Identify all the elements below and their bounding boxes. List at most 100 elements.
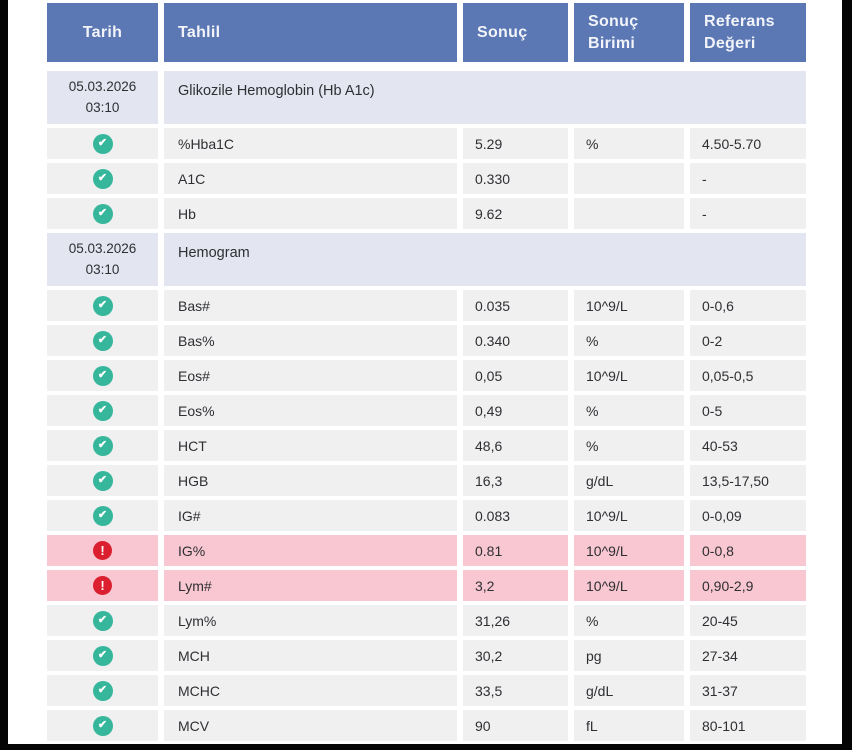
check-circle-icon: ✔ [92,505,113,526]
column-header-reference-range: Referans Değeri [690,3,806,62]
test-result: 0,49 [463,395,568,426]
reference-range: 0-2 [690,325,806,356]
check-circle-icon: ✔ [92,715,113,736]
table-row[interactable]: ✔ Bas% 0.340% 0-2 [47,325,806,356]
table-row[interactable]: ! IG% 0.81 10^9/L 0-0,8 [47,535,806,566]
alert-circle-icon: ! [93,541,112,560]
check-circle-icon: ✔ [92,295,113,316]
status-cell: ✔ [47,128,158,159]
reference-range: 0-5 [690,395,806,426]
status-cell: ✔ [47,198,158,229]
test-name: HCT [164,430,457,461]
reference-range: 40-53 [690,430,806,461]
status-cell: ✔ [47,395,158,426]
reference-range: 80-101 [690,710,806,741]
screen-frame-right [842,0,852,750]
table-row[interactable]: ✔ Lym% 31,26% 20-45 [47,605,806,636]
test-name: HGB [164,465,457,496]
test-result: 31,26 [463,605,568,636]
check-circle-icon: ✔ [92,435,113,456]
result-unit: 10^9/L [574,290,684,321]
reference-range: 4.50-5.70 [690,128,806,159]
result-unit: 10^9/L [574,500,684,531]
table-row[interactable]: ✔ MCV 90 fL 80-101 [47,710,806,741]
test-name: Bas% [164,325,457,356]
status-cell: ✔ [47,710,158,741]
check-circle-icon: ✔ [92,203,113,224]
table-row[interactable]: ✔ Eos% 0,49% 0-5 [47,395,806,426]
test-result: 0.035 [463,290,568,321]
table-row[interactable]: ✔ MCH 30,2 pg 27-34 [47,640,806,671]
result-unit: % [574,605,684,636]
test-result: 0.083 [463,500,568,531]
table-row[interactable]: ✔ Eos# 0,05 10^9/L 0,05-0,5 [47,360,806,391]
status-cell: ✔ [47,465,158,496]
test-name: %Hba1C [164,128,457,159]
test-name: MCH [164,640,457,671]
lab-results-table: Tarih Tahlil Sonuç Sonuç Birimi Referans… [47,3,806,745]
reference-range: 31-37 [690,675,806,706]
status-cell: ✔ [47,675,158,706]
reference-range: 0-0,8 [690,535,806,566]
test-name: IG% [164,535,457,566]
section-row: 05.03.2026 03:10 Glikozile Hemoglobin (Hb … [47,71,806,124]
status-cell: ✔ [47,325,158,356]
section-date-cell: 05.03.2026 03:10 [47,233,158,286]
test-result: 48,6 [463,430,568,461]
check-circle-icon: ✔ [92,610,113,631]
reference-range: - [690,163,806,194]
test-name: Lym# [164,570,457,601]
section-date: 05.03.2026 [68,79,137,95]
check-circle-icon: ✔ [92,680,113,701]
screen-frame-bottom [0,744,852,750]
section-row: 05.03.2026 03:10 Hemogram [47,233,806,286]
result-unit: pg [574,640,684,671]
table-row[interactable]: ✔ MCHC 33,5 g/dL 31-37 [47,675,806,706]
test-result: 0,05 [463,360,568,391]
test-result: 9.62 [463,198,568,229]
result-unit: % [574,430,684,461]
test-result: 0.330 [463,163,568,194]
table-row[interactable]: ✔ HCT 48,6% 40-53 [47,430,806,461]
check-circle-icon: ✔ [92,330,113,351]
table-row[interactable]: ✔ A1C 0.330 - [47,163,806,194]
table-row[interactable]: ! Lym# 3,2 10^9/L 0,90-2,9 [47,570,806,601]
reference-range: - [690,198,806,229]
result-unit: g/dL [574,675,684,706]
section-time: 03:10 [85,261,120,277]
test-result: 90 [463,710,568,741]
result-unit: % [574,128,684,159]
test-name: Bas# [164,290,457,321]
table-row[interactable]: ✔ %Hba1C 5.29% 4.50-5.70 [47,128,806,159]
status-cell: ✔ [47,290,158,321]
test-name: Hb [164,198,457,229]
status-cell: ✔ [47,430,158,461]
test-result: 0.340 [463,325,568,356]
status-cell: ! [47,570,158,601]
test-name: IG# [164,500,457,531]
check-circle-icon: ✔ [92,400,113,421]
table-row[interactable]: ✔ HGB 16,3 g/dL 13,5-17,50 [47,465,806,496]
column-header-test: Tahlil [164,3,457,62]
test-result: 5.29 [463,128,568,159]
section-date: 05.03.2026 [68,241,137,257]
reference-range: 0,90-2,9 [690,570,806,601]
status-cell: ✔ [47,360,158,391]
status-cell: ✔ [47,500,158,531]
result-unit: fL [574,710,684,741]
table-header-row: Tarih Tahlil Sonuç Sonuç Birimi Referans… [47,3,806,62]
check-circle-icon: ✔ [92,470,113,491]
table-row[interactable]: ✔ Hb 9.62 - [47,198,806,229]
reference-range: 13,5-17,50 [690,465,806,496]
table-row[interactable]: ✔ IG# 0.083 10^9/L 0-0,09 [47,500,806,531]
reference-range: 20-45 [690,605,806,636]
test-name: MCV [164,710,457,741]
result-unit: % [574,325,684,356]
test-name: Eos% [164,395,457,426]
table-row[interactable]: ✔ Bas# 0.035 10^9/L 0-0,6 [47,290,806,321]
test-result: 3,2 [463,570,568,601]
check-circle-icon: ✔ [92,365,113,386]
test-name: Eos# [164,360,457,391]
result-unit: 10^9/L [574,535,684,566]
section-time: 03:10 [85,99,120,115]
